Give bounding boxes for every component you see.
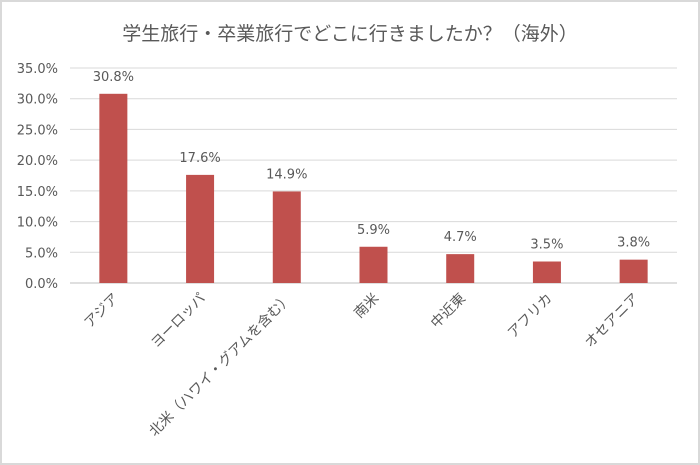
y-tick-label: 15.0% [17, 185, 58, 200]
bar [272, 191, 301, 283]
y-tick-label: 20.0% [17, 154, 58, 169]
y-tick-label: 0.0% [25, 277, 58, 292]
y-tick-label: 30.0% [17, 93, 58, 108]
data-label: 3.5% [530, 238, 563, 253]
x-category-label: 北米（ハワイ・グアムを含む） [146, 291, 295, 440]
bar [186, 174, 215, 283]
x-category-label: アフリカ [505, 291, 556, 342]
y-tick-label: 5.0% [25, 246, 58, 261]
chart-title: 学生旅行・卒業旅行でどこに行きましたか？（海外） [122, 23, 577, 45]
data-label: 3.8% [617, 236, 650, 251]
data-label: 30.8% [93, 70, 134, 85]
data-label: 17.6% [179, 151, 220, 166]
y-tick-label: 35.0% [17, 62, 58, 77]
data-label: 14.9% [266, 167, 307, 182]
x-category-label: 南米 [351, 291, 382, 322]
data-label: 5.9% [357, 223, 390, 238]
y-tick-label: 10.0% [17, 216, 58, 231]
x-category-label: ヨーロッパ [148, 291, 209, 352]
bar [532, 261, 561, 283]
x-category-label: 中近東 [428, 291, 469, 332]
bar [99, 93, 128, 283]
data-label: 4.7% [444, 230, 477, 245]
bar [446, 254, 475, 283]
bar [619, 259, 648, 283]
bar [359, 246, 388, 283]
x-category-label: アジア [82, 291, 123, 332]
y-tick-label: 25.0% [17, 123, 58, 138]
x-category-label: オセアニア [582, 291, 643, 352]
